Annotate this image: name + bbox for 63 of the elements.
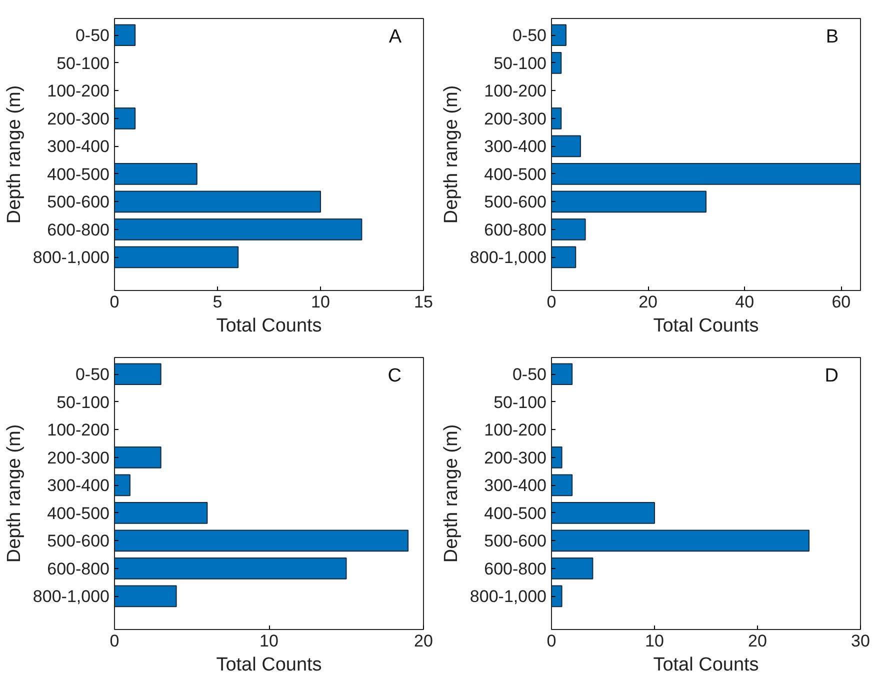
y-tick-label: 200-300 — [47, 448, 110, 468]
annotation: C — [388, 366, 402, 386]
y-tick-label: 200-300 — [484, 109, 546, 128]
y-tick-label: 800-1,000 — [32, 248, 110, 268]
x-axis-title: Total Counts — [653, 316, 759, 336]
y-tick-label: 800-1,000 — [470, 587, 547, 606]
x-tick-label: 5 — [212, 292, 222, 312]
x-axis-title: Total Counts — [216, 316, 322, 336]
y-tick-label: 600-800 — [484, 220, 546, 240]
annotation: B — [826, 26, 839, 48]
y-axis-title: Depth range (m) — [440, 424, 462, 563]
y-tick-label: 300-400 — [47, 476, 110, 496]
y-tick-label: 400-500 — [484, 504, 546, 523]
y-tick-label: 50-100 — [56, 392, 110, 412]
x-tick-label: 15 — [414, 292, 433, 312]
annotation: D — [824, 366, 839, 386]
x-tick-label: 20 — [414, 632, 433, 650]
y-tick-label: 100-200 — [47, 420, 110, 440]
annotation: A — [388, 26, 402, 48]
x-tick-label: 20 — [748, 632, 767, 650]
y-tick-label: 100-200 — [484, 420, 546, 440]
x-axis-title: Total Counts — [216, 654, 322, 676]
y-tick-label: 300-400 — [47, 137, 110, 156]
x-tick-label: 20 — [638, 292, 658, 312]
y-tick-label: 800-1,000 — [470, 248, 547, 268]
y-tick-label: 200-300 — [47, 109, 110, 128]
x-tick-label: 60 — [832, 292, 851, 312]
x-tick-label: 10 — [645, 632, 664, 650]
x-tick-label: 0 — [110, 292, 120, 312]
x-tick-label: 0 — [546, 292, 556, 312]
y-tick-label: 600-800 — [47, 559, 110, 578]
y-tick-label: 0-50 — [75, 26, 110, 46]
y-tick-label: 50-100 — [494, 392, 547, 412]
x-tick-label: 40 — [735, 292, 754, 312]
x-tick-label: 0 — [546, 632, 556, 650]
y-tick-label: 500-600 — [47, 532, 110, 551]
y-tick-label: 500-600 — [484, 532, 546, 551]
y-tick-label: 50-100 — [56, 54, 110, 73]
y-tick-label: 400-500 — [47, 164, 110, 184]
y-tick-label: 300-400 — [484, 137, 546, 156]
y-tick-label: 600-800 — [484, 559, 546, 578]
y-axis-title: Depth range (m) — [440, 85, 462, 224]
y-tick-label: 0-50 — [512, 365, 547, 384]
y-axis-title: Depth range (m) — [4, 85, 25, 224]
y-tick-label: 100-200 — [484, 82, 546, 101]
y-tick-label: 50-100 — [494, 54, 547, 73]
y-tick-label: 0-50 — [75, 365, 110, 384]
x-tick-label: 10 — [260, 632, 278, 650]
x-tick-label: 10 — [311, 292, 330, 312]
y-tick-label: 300-400 — [484, 476, 546, 496]
y-tick-label: 600-800 — [47, 220, 110, 240]
y-tick-label: 400-500 — [47, 504, 110, 523]
y-tick-label: 500-600 — [484, 192, 546, 212]
y-tick-label: 200-300 — [484, 448, 546, 468]
x-axis-title: Total Counts — [653, 654, 759, 676]
y-tick-label: 0-50 — [512, 26, 547, 46]
y-tick-label: 500-600 — [47, 192, 110, 212]
y-tick-label: 800-1,000 — [32, 587, 110, 606]
y-tick-label: 400-500 — [484, 164, 546, 184]
x-tick-label: 0 — [110, 632, 120, 650]
x-tick-label: 30 — [851, 632, 870, 650]
y-tick-label: 100-200 — [47, 82, 110, 101]
y-axis-title: Depth range (m) — [4, 424, 25, 563]
